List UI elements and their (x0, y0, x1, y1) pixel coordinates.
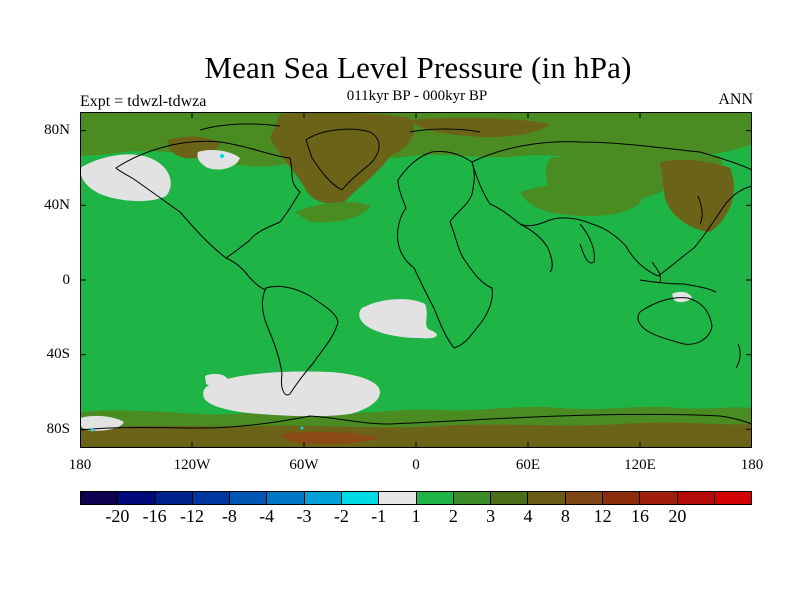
axis-ticks (80, 112, 752, 448)
colorbar-label: -3 (296, 506, 312, 526)
lon-label-120w: 120W (173, 457, 211, 473)
colorbar-swatch (714, 492, 752, 504)
weddell-sea-speck (300, 426, 304, 430)
colorbar-label: -12 (180, 506, 204, 526)
positive-anomaly-fields (80, 112, 752, 448)
colorbar-label: 3 (486, 506, 496, 526)
antarctica-coast (80, 414, 752, 431)
colorbar-swatch (379, 492, 417, 504)
colorbar (80, 491, 752, 505)
lon-label-60e: 60E (515, 457, 541, 473)
colorbar-swatch (528, 492, 566, 504)
antarctic-peninsula-low (286, 403, 312, 415)
colorbar-swatch (155, 492, 193, 504)
colorbar-swatch (304, 492, 342, 504)
colorbar-swatch (118, 492, 156, 504)
arabia-india-coast (519, 223, 595, 273)
north-atlantic-high-anomaly (410, 117, 550, 138)
colorbar-label: 8 (560, 506, 570, 526)
lat-label-40n: 40N (44, 197, 70, 213)
colorbar-label: -20 (105, 506, 130, 526)
lat-label-80n: 80N (44, 122, 70, 138)
colorbar-swatch (230, 492, 268, 504)
colorbar-swatch (453, 492, 492, 504)
colorbar-label: 12 (593, 506, 612, 526)
arctic-anomaly-band (80, 112, 752, 167)
ross-sea-low (80, 415, 124, 431)
lat-label-0: 0 (62, 272, 71, 288)
japan-coast (697, 195, 703, 225)
colorbar-label: 2 (448, 506, 458, 526)
southeast-asia-islands (639, 261, 717, 293)
negative-anomaly-specks (90, 154, 304, 432)
colorbar-label: 16 (631, 506, 649, 526)
east-asia-anomaly (660, 160, 734, 232)
lon-label-120e: 120E (624, 457, 656, 473)
colorbar-swatch (677, 492, 715, 504)
lat-label-40s: 40S (46, 346, 70, 362)
north-america-coast (115, 140, 301, 259)
greenland-coast (305, 128, 380, 191)
hudson-bay-speck (220, 154, 224, 158)
colorbar-swatch (341, 492, 380, 504)
coastlines (80, 123, 752, 431)
experiment-label: Expt = tdwzl-tdwza (80, 93, 207, 110)
colorbar-swatch (565, 492, 603, 504)
lon-label-180-west: 180 (68, 457, 92, 473)
pressure-anomaly-map (80, 112, 752, 448)
colorbar-label: -16 (142, 506, 167, 526)
colorbar-label: -2 (333, 506, 349, 526)
canada-low (197, 150, 240, 170)
lat-label-80s: 80S (46, 421, 70, 437)
australia-coast (637, 297, 713, 345)
antarctic-anomaly (80, 422, 752, 448)
antarctic-high-anomaly (280, 431, 380, 445)
central-asia-anomaly (520, 183, 642, 216)
south-atlantic-low (359, 299, 437, 339)
map-subtitle: 011kyr BP - 000kyr BP (346, 88, 488, 104)
central-america-coast (225, 257, 267, 291)
colorbar-swatch (491, 492, 529, 504)
colorbar-swatch (640, 492, 678, 504)
colorbar-label: 20 (668, 506, 687, 526)
southern-ocean-low (203, 371, 380, 417)
colorbar-swatch (416, 492, 454, 504)
colorbar-label: -1 (371, 506, 387, 526)
season-label: ANN (718, 91, 753, 108)
lon-label-60w: 60W (289, 457, 319, 473)
colorbar-label: 1 (411, 506, 421, 526)
lon-label-180-east: 180 (740, 457, 764, 473)
arctic-islands-coast (199, 123, 481, 133)
colorbar-label: 4 (523, 506, 533, 526)
new-zealand-coast (735, 343, 741, 369)
ross-sea-speck (90, 428, 94, 432)
south-america-coast (261, 285, 339, 396)
lon-label-0: 0 (412, 457, 420, 473)
near-zero-anomaly-fields (80, 150, 692, 431)
colorbar-label: -8 (221, 506, 237, 526)
greenland-anomaly (270, 112, 414, 204)
central-atlantic-patch (295, 201, 370, 223)
australia-low (672, 291, 692, 303)
colorbar-swatch (602, 492, 641, 504)
colorbar-label: -4 (259, 506, 275, 526)
colorbar-swatch (81, 492, 119, 504)
map-title: Mean Sea Level Pressure (in hPa) (204, 50, 632, 85)
colorbar-swatch (267, 492, 305, 504)
colorbar-swatch (192, 492, 231, 504)
